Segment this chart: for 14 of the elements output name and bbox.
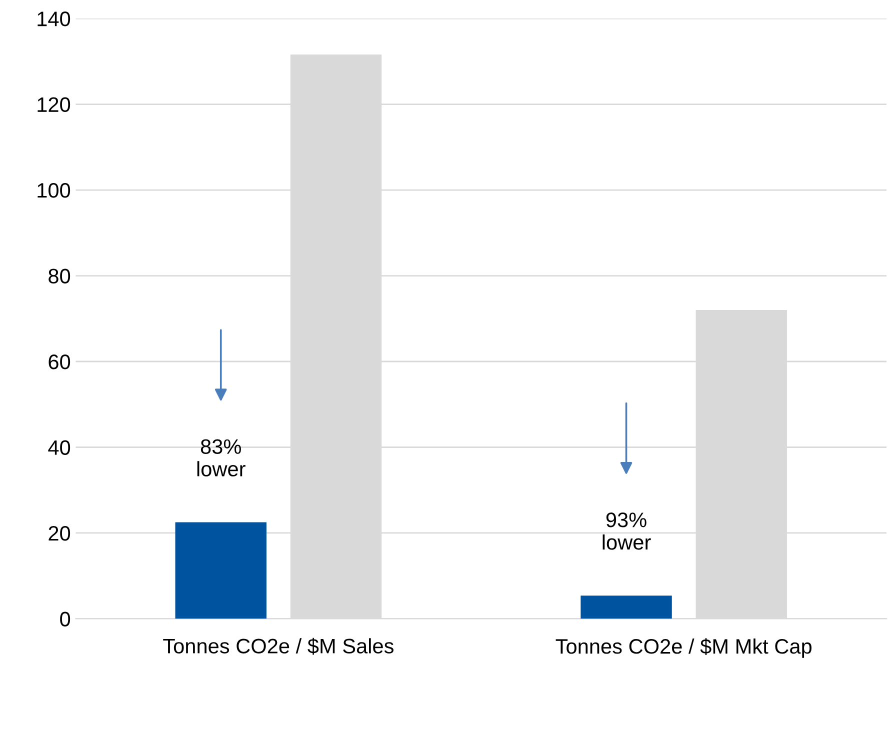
x-tick-label: Tonnes CO2e / $M Sales — [163, 638, 394, 655]
annotation: 83% lower — [197, 439, 246, 476]
y-tick-label: 0 — [60, 612, 70, 626]
annotation: 93% lower — [602, 512, 651, 550]
y-tick-label: 60 — [48, 354, 70, 370]
bar — [580, 596, 672, 619]
y-tick-label: 140 — [38, 12, 70, 26]
y-tick-label: 120 — [38, 97, 70, 112]
y-tick-label: 40 — [48, 440, 70, 455]
x-tick-label: Tonnes CO2e / $M Mkt Cap — [556, 638, 812, 658]
bar — [175, 522, 266, 619]
y-tick-label: 20 — [48, 526, 70, 541]
y-tick-label: 100 — [38, 183, 70, 198]
y-tick-label: 80 — [48, 268, 70, 284]
